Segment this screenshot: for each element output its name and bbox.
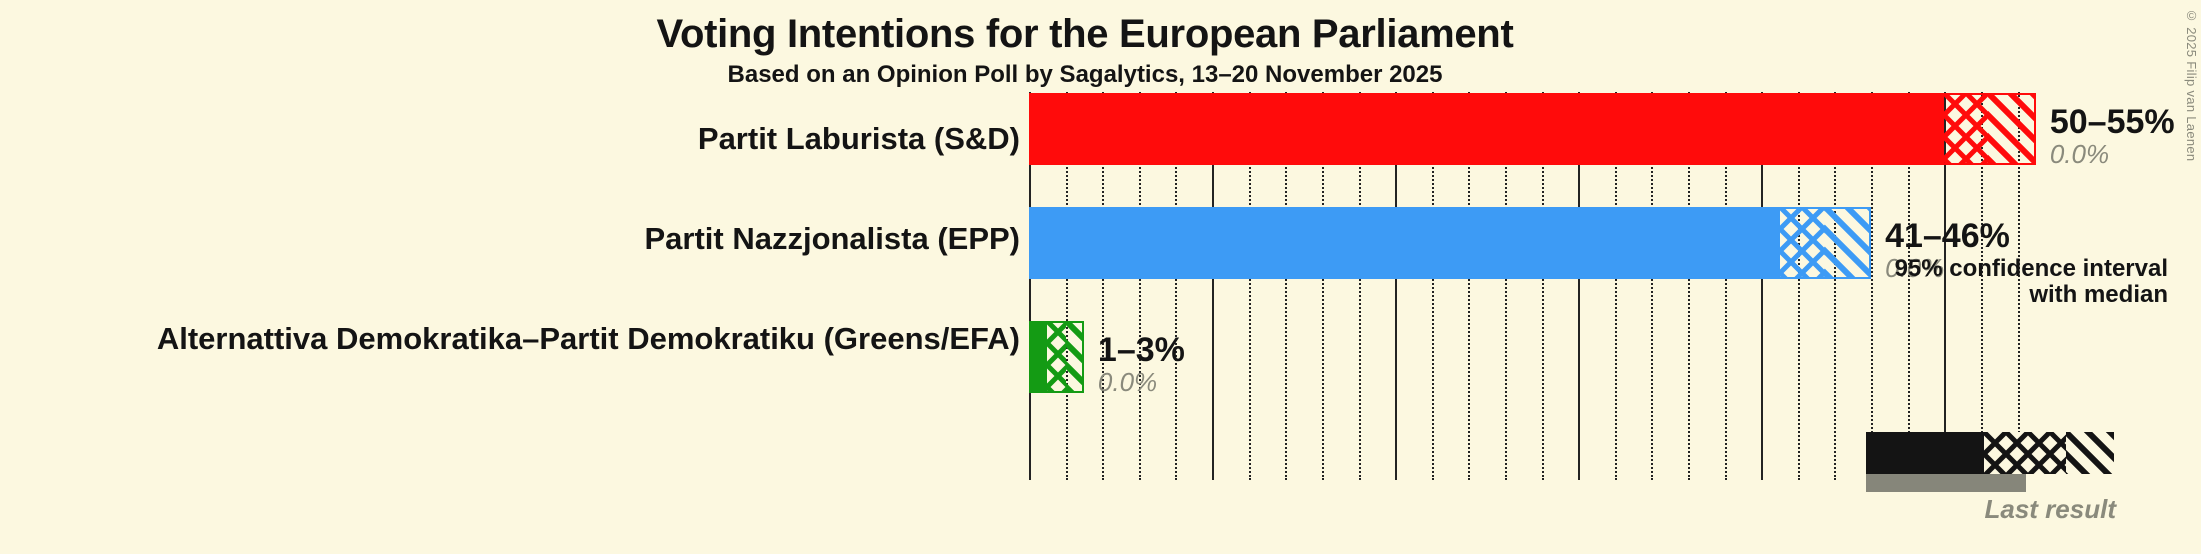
gridline-major: [1029, 92, 1031, 480]
legend-last-result-label: Last result: [1984, 494, 2117, 524]
bar-segment-crosshatch: [1944, 93, 1989, 165]
gridline-minor: [1321, 92, 1324, 480]
value-label-nazzjonalista: 41–46% 0.0%: [1885, 218, 2010, 282]
gridline-minor: [1248, 92, 1251, 480]
gridline-minor: [1358, 92, 1361, 480]
gridline-minor: [1431, 92, 1434, 480]
gridline-minor: [1797, 92, 1800, 480]
gridline-minor: [1541, 92, 1544, 480]
gridline-minor: [1138, 92, 1141, 480]
gridline-minor: [1724, 92, 1727, 480]
last-result-laburista: 0.0%: [2049, 139, 2110, 169]
gridline-minor: [2017, 92, 2020, 480]
bar-0: [1029, 93, 2036, 165]
legend-ci-line2: with median: [2029, 281, 2168, 308]
gridline-minor: [1871, 92, 1874, 480]
bar-2: [1029, 321, 1084, 393]
legend-swatch-crosshatch: [1984, 432, 2066, 474]
gridline-minor: [1468, 92, 1471, 480]
gridline-minor: [1175, 92, 1178, 480]
gridline-minor: [1907, 92, 1910, 480]
chart-subtitle: Based on an Opinion Poll by Sagalytics, …: [727, 61, 1443, 88]
plot-area: [1029, 92, 2045, 480]
party-label-nazzjonalista: Partit Nazzjonalista (EPP): [644, 221, 1020, 256]
value-range-ad-pd: 1–3%: [1097, 331, 1185, 369]
legend-last-result-swatch: [1866, 474, 2026, 492]
gridline-minor: [1614, 92, 1617, 480]
gridline-minor: [1285, 92, 1288, 480]
value-label-laburista: 50–55% 0.0%: [2050, 104, 2175, 168]
value-label-ad-pd: 1–3% 0.0%: [1098, 332, 1185, 396]
gridline-major: [1395, 92, 1398, 480]
gridline-minor: [1980, 92, 1983, 480]
gridline-minor: [1102, 92, 1105, 480]
value-range-laburista: 50–55%: [2049, 103, 2175, 141]
gridline-minor: [1688, 92, 1691, 480]
gridline-major: [1944, 92, 1947, 480]
bar-segment-crosshatch: [1779, 207, 1826, 279]
copyright-notice: © 2025 Filip van Laenen: [2184, 8, 2199, 162]
bar-segment-solid: [1029, 93, 1945, 165]
bar-segment-solid: [1029, 321, 1048, 393]
gridline-major: [1578, 92, 1581, 480]
gridline-major: [1761, 92, 1764, 480]
gridline-minor: [1651, 92, 1654, 480]
bar-1: [1029, 207, 1872, 279]
legend-swatch-diagonal: [2066, 432, 2114, 474]
bar-segment-diagonal: [1988, 93, 2036, 165]
legend-swatch: [1866, 432, 2114, 474]
bar-segment-diagonal: [1065, 321, 1084, 393]
bar-segment-solid: [1029, 207, 1780, 279]
gridline-minor: [1834, 92, 1837, 480]
bar-segment-diagonal: [1825, 207, 1872, 279]
legend-confidence-interval: 95% confidence interval with median: [1868, 256, 2168, 308]
party-label-laburista: Partit Laburista (S&D): [697, 121, 1020, 156]
gridline-minor: [1504, 92, 1507, 480]
legend-ci-line1: 95% confidence interval: [1894, 255, 2168, 282]
bar-segment-crosshatch: [1047, 321, 1066, 393]
legend-swatch-solid: [1866, 432, 1984, 474]
gridline-minor: [1065, 92, 1068, 480]
last-result-nazzjonalista: 0.0%: [1885, 253, 1945, 283]
party-label-ad-pd: Alternattiva Demokratika–Partit Demokrat…: [156, 321, 1020, 356]
value-range-nazzjonalista: 41–46%: [1885, 217, 2010, 255]
last-result-ad-pd: 0.0%: [1097, 367, 1158, 397]
page-title: Voting Intentions for the European Parli…: [656, 12, 1514, 56]
gridline-major: [1212, 92, 1215, 480]
